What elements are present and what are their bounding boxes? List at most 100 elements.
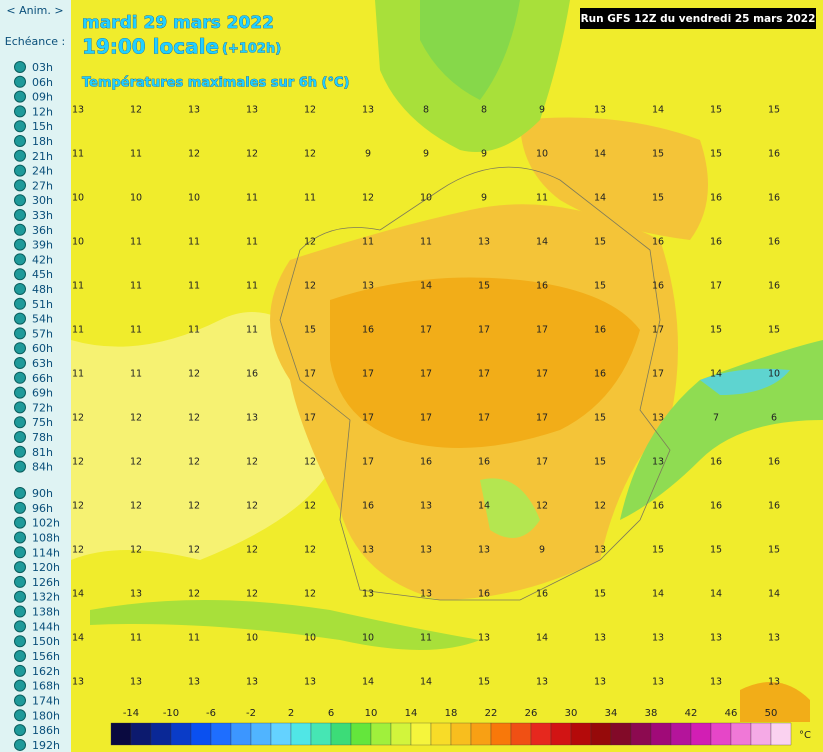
hour-icon[interactable]	[14, 386, 26, 399]
hour-link[interactable]: 15h	[32, 120, 53, 133]
hour-icon[interactable]	[14, 445, 26, 458]
hour-link[interactable]: 78h	[32, 431, 53, 444]
hour-icon[interactable]	[14, 253, 26, 266]
hour-icon[interactable]	[14, 223, 26, 236]
hour-link[interactable]: 186h	[32, 724, 60, 737]
hour-icon[interactable]	[14, 164, 26, 177]
hour-icon[interactable]	[14, 61, 26, 73]
hour-icon[interactable]	[14, 283, 26, 295]
hour-icon[interactable]	[14, 561, 26, 574]
hour-link[interactable]: 96h	[32, 502, 53, 515]
hour-icon[interactable]	[14, 575, 26, 588]
hour-icon[interactable]	[14, 664, 26, 677]
hour-icon[interactable]	[14, 487, 26, 499]
hour-icon[interactable]	[14, 650, 26, 663]
grid-value: 12	[304, 237, 316, 248]
hour-link[interactable]: 60h	[32, 342, 53, 355]
hour-link[interactable]: 33h	[32, 209, 53, 222]
hour-link[interactable]: 21h	[32, 150, 53, 163]
hour-icon[interactable]	[14, 724, 26, 737]
hour-link[interactable]: 84h	[32, 461, 53, 474]
hour-icon[interactable]	[14, 135, 26, 147]
hour-link[interactable]: 192h	[32, 739, 60, 752]
hour-link[interactable]: 09h	[32, 91, 53, 104]
hour-icon[interactable]	[14, 635, 26, 648]
legend-swatch	[150, 722, 172, 746]
hour-link[interactable]: 63h	[32, 357, 53, 370]
hour-link[interactable]: 108h	[32, 531, 60, 544]
hot-zone	[330, 277, 640, 448]
hour-link[interactable]: 180h	[32, 709, 60, 722]
hour-link[interactable]: 51h	[32, 298, 53, 311]
hour-link[interactable]: 144h	[32, 620, 60, 633]
hour-icon[interactable]	[14, 709, 26, 722]
hour-link[interactable]: 57h	[32, 327, 53, 340]
hour-icon[interactable]	[14, 179, 26, 192]
grid-value: 17	[362, 413, 374, 424]
hour-icon[interactable]	[14, 431, 26, 443]
hour-icon[interactable]	[14, 90, 26, 103]
hour-icon[interactable]	[14, 401, 26, 414]
hour-link[interactable]: 12h	[32, 105, 53, 118]
hour-icon[interactable]	[14, 679, 26, 692]
hour-link[interactable]: 30h	[32, 194, 53, 207]
hour-link[interactable]: 39h	[32, 239, 53, 252]
hour-link[interactable]: 132h	[32, 591, 60, 604]
anim-link[interactable]: < Anim. >	[6, 4, 63, 17]
hour-link[interactable]: 114h	[32, 546, 60, 559]
hour-link[interactable]: 69h	[32, 387, 53, 400]
hour-icon[interactable]	[14, 75, 26, 88]
hour-link[interactable]: 72h	[32, 401, 53, 414]
hour-icon[interactable]	[14, 120, 26, 133]
hour-link[interactable]: 90h	[32, 487, 53, 500]
hour-icon[interactable]	[14, 238, 26, 251]
hour-icon[interactable]	[14, 416, 26, 429]
hour-link[interactable]: 156h	[32, 650, 60, 663]
grid-value: 11	[246, 237, 258, 248]
hour-link[interactable]: 150h	[32, 635, 60, 648]
hour-link[interactable]: 168h	[32, 680, 60, 693]
hour-icon[interactable]	[14, 342, 26, 355]
hour-icon[interactable]	[14, 620, 26, 633]
hour-link[interactable]: 24h	[32, 165, 53, 178]
hour-icon[interactable]	[14, 371, 26, 384]
hour-icon[interactable]	[14, 738, 26, 751]
hour-link[interactable]: 03h	[32, 61, 53, 74]
hour-icon[interactable]	[14, 209, 26, 221]
hour-icon[interactable]	[14, 590, 26, 603]
hour-link[interactable]: 162h	[32, 665, 60, 678]
hour-link[interactable]: 81h	[32, 446, 53, 459]
hour-link[interactable]: 75h	[32, 416, 53, 429]
hour-icon[interactable]	[14, 312, 26, 325]
legend-swatch	[390, 722, 412, 746]
hour-link[interactable]: 45h	[32, 268, 53, 281]
hour-icon[interactable]	[14, 460, 26, 473]
hour-link[interactable]: 120h	[32, 561, 60, 574]
hour-icon[interactable]	[14, 297, 26, 310]
hour-icon[interactable]	[14, 501, 26, 514]
hour-link[interactable]: 27h	[32, 179, 53, 192]
hour-icon[interactable]	[14, 105, 26, 118]
hour-link[interactable]: 138h	[32, 606, 60, 619]
hour-icon[interactable]	[14, 546, 26, 559]
hour-icon[interactable]	[14, 268, 26, 281]
hour-link[interactable]: 36h	[32, 224, 53, 237]
hour-link[interactable]: 54h	[32, 313, 53, 326]
hour-icon[interactable]	[14, 149, 26, 162]
hour-link[interactable]: 174h	[32, 694, 60, 707]
hour-icon[interactable]	[14, 327, 26, 340]
hour-link[interactable]: 42h	[32, 253, 53, 266]
hour-link[interactable]: 66h	[32, 372, 53, 385]
hour-icon[interactable]	[14, 531, 26, 544]
hour-icon[interactable]	[14, 605, 26, 618]
grid-value: 16	[246, 369, 258, 380]
hour-icon[interactable]	[14, 694, 26, 707]
hour-link[interactable]: 102h	[32, 517, 60, 530]
hour-link[interactable]: 18h	[32, 135, 53, 148]
hour-icon[interactable]	[14, 194, 26, 207]
hour-icon[interactable]	[14, 516, 26, 529]
hour-link[interactable]: 126h	[32, 576, 60, 589]
hour-link[interactable]: 06h	[32, 76, 53, 89]
hour-link[interactable]: 48h	[32, 283, 53, 296]
hour-icon[interactable]	[14, 357, 26, 369]
